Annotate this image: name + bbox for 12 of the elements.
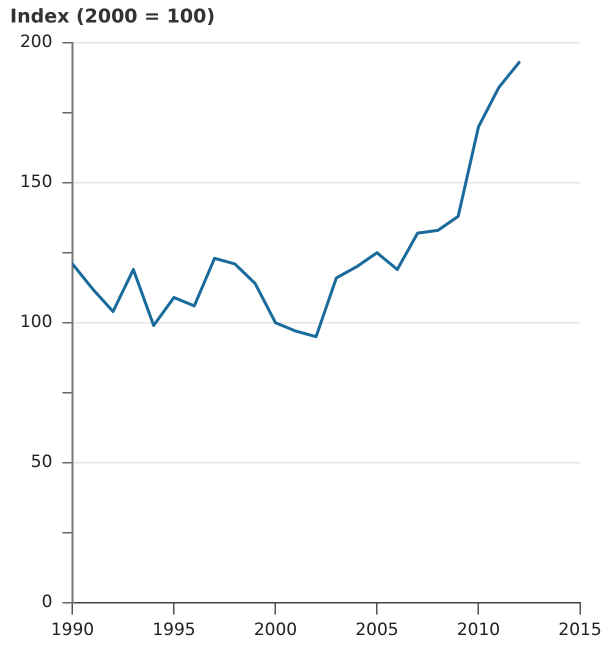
x-tick-label: 2005 [355,620,399,640]
y-tick-label: 150 [20,172,52,192]
x-tick-label: 2010 [456,620,500,640]
x-tick-label: 2000 [254,620,298,640]
x-tick-label: 1995 [152,620,196,640]
y-tick-label: 100 [20,312,52,332]
y-axis-title: Index (2000 = 100) [10,5,216,28]
y-tick-label: 200 [20,32,52,52]
y-tick-label: 0 [42,592,52,612]
y-tick-label: 50 [30,452,52,472]
x-tick-label: 2015 [558,620,602,640]
x-tick-label: 1990 [50,620,94,640]
